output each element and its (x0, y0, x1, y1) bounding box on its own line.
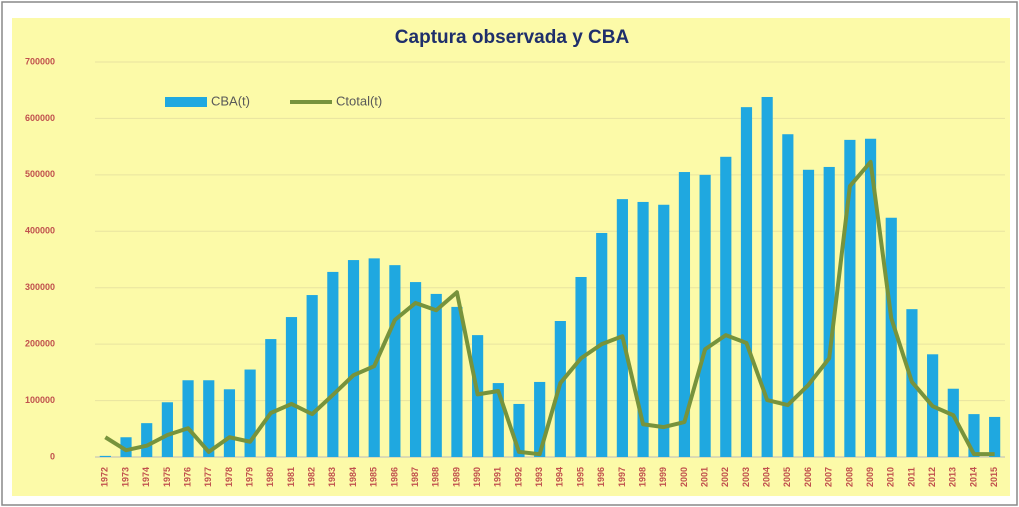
bar (989, 416, 1001, 457)
x-tick-label: 1992 (513, 467, 523, 487)
x-tick-label: 1983 (327, 467, 337, 487)
x-tick-label: 2005 (782, 467, 792, 487)
bar (347, 260, 360, 457)
x-tick-label: 1985 (369, 467, 379, 487)
y-tick-label: 600000 (25, 113, 55, 123)
bar (141, 423, 153, 457)
bar (161, 402, 173, 457)
x-tick-label: 1975 (162, 467, 172, 487)
x-tick-label: 2002 (720, 467, 730, 487)
x-tick-label: 1998 (637, 467, 647, 487)
x-tick-label: 1988 (431, 467, 441, 487)
x-tick-label: 1995 (575, 467, 585, 487)
x-tick-label: 1981 (286, 467, 296, 487)
x-tick-label: 1997 (617, 467, 627, 487)
bar (244, 369, 256, 457)
bar (658, 204, 670, 457)
y-tick-label: 700000 (25, 56, 55, 66)
bar (720, 156, 732, 458)
y-tick-label: 500000 (25, 169, 55, 179)
x-tick-label: 1999 (658, 467, 668, 487)
bar (513, 403, 525, 457)
bar (223, 389, 236, 457)
x-tick-label: 1989 (451, 467, 461, 487)
x-tick-label: 2006 (803, 467, 813, 487)
x-tick-label: 1993 (534, 467, 544, 487)
bar (968, 414, 980, 457)
bar (182, 380, 194, 457)
bar (389, 265, 401, 457)
x-tick-label: 1987 (410, 467, 420, 487)
bar (327, 271, 339, 457)
bar (534, 381, 546, 457)
bar (99, 455, 111, 457)
bar (285, 317, 298, 457)
x-tick-label: 2003 (741, 467, 751, 487)
bar (368, 258, 380, 457)
x-tick-label: 2013 (948, 467, 958, 487)
y-tick-label: 200000 (25, 339, 55, 349)
bar (306, 295, 318, 457)
bar (823, 166, 835, 457)
bar (699, 174, 711, 457)
x-tick-label: 1972 (100, 467, 110, 487)
x-tick-label: 1973 (120, 467, 130, 487)
bar (782, 134, 794, 457)
bar (885, 217, 897, 457)
x-tick-label: 2015 (989, 467, 999, 487)
x-tick-label: 1990 (472, 467, 482, 487)
bar (864, 138, 877, 457)
bar (637, 201, 649, 457)
y-tick-label: 400000 (25, 226, 55, 236)
x-tick-label: 1994 (555, 467, 565, 487)
y-tick-label: 0 (50, 451, 55, 461)
x-tick-label: 2012 (927, 467, 937, 487)
x-tick-label: 2007 (824, 467, 834, 487)
bar (761, 96, 773, 457)
x-tick-label: 2000 (679, 467, 689, 487)
x-tick-label: 1984 (348, 467, 358, 487)
bar (120, 437, 132, 457)
x-tick-label: 1977 (203, 467, 213, 487)
x-tick-label: 2001 (699, 467, 709, 487)
bar (802, 169, 815, 457)
bar (492, 383, 504, 457)
bar (616, 199, 628, 457)
x-tick-label: 2008 (844, 467, 854, 487)
x-tick-label: 2010 (886, 467, 896, 487)
bar (451, 306, 463, 457)
x-tick-label: 1976 (182, 467, 192, 487)
x-tick-label: 1978 (224, 467, 234, 487)
x-tick-label: 1986 (389, 467, 399, 487)
x-tick-label: 1979 (244, 467, 254, 487)
legend-label: Ctotal(t) (336, 93, 382, 108)
chart-title: Captura observada y CBA (395, 27, 630, 48)
x-tick-label: 1996 (596, 467, 606, 487)
bar (740, 107, 753, 458)
bar (678, 172, 691, 458)
line (104, 159, 995, 457)
bar (844, 139, 856, 457)
bar (409, 282, 422, 457)
y-tick-label: 300000 (25, 282, 55, 292)
x-tick-label: 1980 (265, 467, 275, 487)
bar (947, 388, 959, 457)
y-tick-label: 100000 (25, 395, 55, 405)
x-tick-label: 1991 (493, 467, 503, 487)
bar (203, 380, 215, 457)
x-tick-label: 1974 (141, 467, 151, 487)
x-tick-label: 1982 (307, 467, 317, 487)
bar (575, 276, 587, 457)
x-tick-label: 2004 (762, 467, 772, 487)
legend-swatch (165, 97, 207, 107)
bar (265, 339, 277, 457)
x-tick-label: 2014 (968, 467, 978, 487)
x-tick-label: 2009 (865, 467, 875, 487)
bar (430, 293, 442, 457)
x-tick-label: 2011 (906, 467, 916, 487)
legend-label: CBA(t) (211, 93, 250, 108)
